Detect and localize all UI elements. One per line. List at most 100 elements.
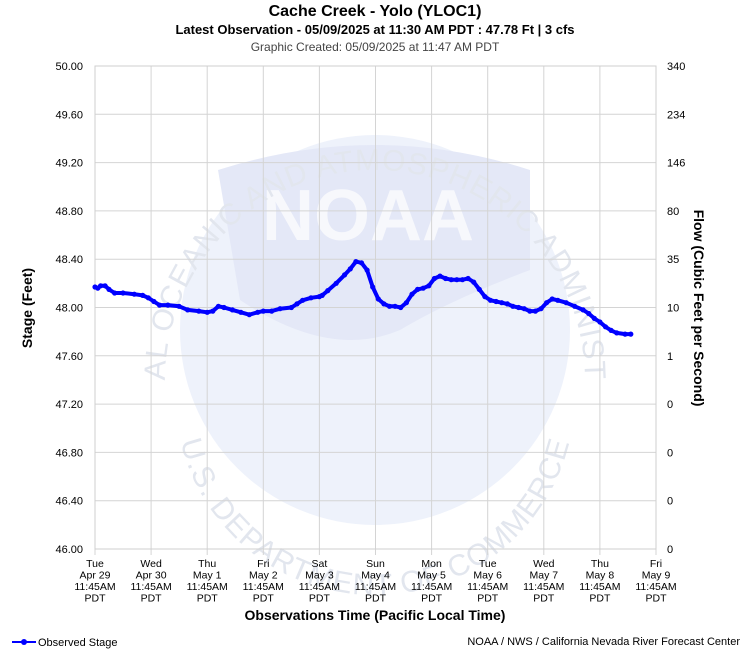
x-tick-line: 11:45AM: [411, 581, 452, 593]
observed-stage-point: [221, 304, 227, 311]
observed-stage-point: [532, 308, 539, 314]
observed-stage-point: [580, 307, 586, 313]
observed-stage-point: [353, 259, 359, 265]
observed-stage-point: [482, 294, 488, 300]
observed-stage-point: [140, 292, 146, 298]
observed-stage-point: [386, 303, 393, 309]
x-tick-line: May 8: [586, 570, 615, 582]
observed-stage-point: [246, 312, 252, 318]
x-tick-line: May 1: [193, 570, 222, 582]
observed-stage-point: [415, 286, 421, 292]
y2-tick-label: 234: [667, 109, 685, 121]
plot-border: [94, 65, 657, 550]
observed-stage-point: [572, 303, 578, 309]
x-tick-line: May 9: [642, 570, 671, 582]
observed-stage-point: [586, 310, 592, 317]
chart-title: Cache Creek - Yolo (YLOC1): [269, 3, 482, 20]
observed-stage-point: [375, 296, 381, 302]
x-tick-line: 11:45AM: [355, 581, 396, 593]
x-tick-label: Tue May 6 11:45AM PDT: [467, 558, 508, 605]
x-tick-line: Apr 29: [80, 570, 111, 582]
x-tick-line: 11:45AM: [299, 581, 340, 593]
series-layer: [92, 259, 634, 337]
observed-stage-point: [238, 309, 244, 315]
observed-stage-point: [426, 283, 432, 289]
chart-subtitle: Latest Observation - 05/09/2025 at 11:30…: [175, 22, 574, 37]
x-tick-line: 11:45AM: [74, 581, 115, 593]
y-tick-label: 48.00: [55, 303, 83, 315]
x-tick-line: Thu: [591, 558, 609, 570]
observed-stage-point: [459, 277, 466, 283]
observed-stage-point: [145, 295, 151, 301]
observed-stage-point: [504, 301, 510, 307]
x-axis-label: Observations Time (Pacific Local Time): [245, 607, 506, 623]
observed-stage-point: [628, 331, 634, 337]
x-tick-line: Fri: [257, 558, 269, 570]
observed-stage-point: [131, 291, 137, 297]
x-tick-line: 11:45AM: [130, 581, 171, 593]
observed-stage-point: [544, 300, 550, 306]
observed-stage-point: [294, 301, 300, 307]
observed-stage-point: [493, 298, 499, 305]
observed-stage-point: [156, 302, 163, 308]
x-tick-label: Wed Apr 30 11:45AM PDT: [130, 558, 171, 605]
observed-stage-point: [102, 283, 108, 289]
y2-tick-label: 0: [667, 447, 673, 459]
observed-stage-point: [499, 300, 505, 306]
x-tick-line: May 5: [417, 570, 446, 582]
x-tick-line: 11:45AM: [523, 581, 564, 593]
x-tick-line: 11:45AM: [635, 581, 676, 593]
x-tick-line: PDT: [646, 593, 668, 605]
y2-tick-label: 340: [667, 61, 685, 73]
x-tick-line: Sun: [366, 558, 385, 570]
observed-stage-point: [370, 284, 376, 290]
y2-tick-label: 1: [667, 351, 673, 363]
x-tick-line: PDT: [477, 593, 499, 605]
x-tick-line: Wed: [140, 558, 162, 570]
x-tick-line: PDT: [589, 593, 611, 605]
x-tick-label: Sun May 4 11:45AM PDT: [355, 558, 396, 605]
x-tick-line: PDT: [141, 593, 163, 605]
observed-stage-point: [608, 327, 614, 333]
observed-stage-point: [196, 308, 202, 314]
observed-stage-point: [319, 292, 325, 298]
y2-tick-label: 0: [667, 496, 673, 508]
y2-tick-label: 0: [667, 399, 673, 411]
observed-stage-point: [151, 298, 157, 305]
observed-stage-point: [549, 296, 555, 302]
observed-stage-point: [204, 309, 210, 315]
x-tick-line: Mon: [421, 558, 442, 570]
observed-stage-point: [471, 279, 477, 285]
legend: Observed Stage: [12, 637, 118, 649]
observed-stage-point: [431, 275, 437, 282]
observed-stage-point: [465, 275, 471, 282]
y2-tick-label: 0: [667, 544, 673, 556]
observed-stage-point: [527, 308, 533, 314]
observed-stage-point: [409, 291, 415, 297]
x-tick-line: PDT: [253, 593, 275, 605]
x-tick-line: May 7: [530, 570, 559, 582]
x-tick-line: Sat: [312, 558, 328, 570]
y-tick-label: 49.60: [55, 109, 83, 121]
graphic-created: Graphic Created: 05/09/2025 at 11:47 AM …: [251, 40, 500, 54]
observed-stage-point: [487, 297, 494, 303]
observed-stage-point: [342, 272, 348, 278]
observed-stage-point: [597, 319, 603, 325]
observed-stage-point: [516, 304, 522, 311]
y-axis-label: Stage (Feet): [19, 268, 35, 348]
x-tick-line: Tue: [479, 558, 497, 570]
observed-stage-point: [403, 300, 409, 306]
observed-stage-point: [454, 277, 460, 283]
x-tick-line: Fri: [650, 558, 662, 570]
x-tick-line: 11:45AM: [467, 581, 508, 593]
observed-stage-point: [521, 306, 527, 312]
observed-stage-point: [165, 302, 171, 308]
observed-stage-point: [112, 290, 118, 296]
y2-tick-label: 146: [667, 158, 685, 170]
y-axis-ticks: 46.00 46.40 46.80 47.20 47.60 48.00 48.40 48.80…: [55, 61, 83, 556]
y-tick-label: 46.40: [55, 496, 83, 508]
observed-stage-point: [215, 303, 221, 309]
x-tick-label: Thu May 1 11:45AM PDT: [187, 558, 228, 605]
observed-stage-point: [358, 260, 365, 266]
